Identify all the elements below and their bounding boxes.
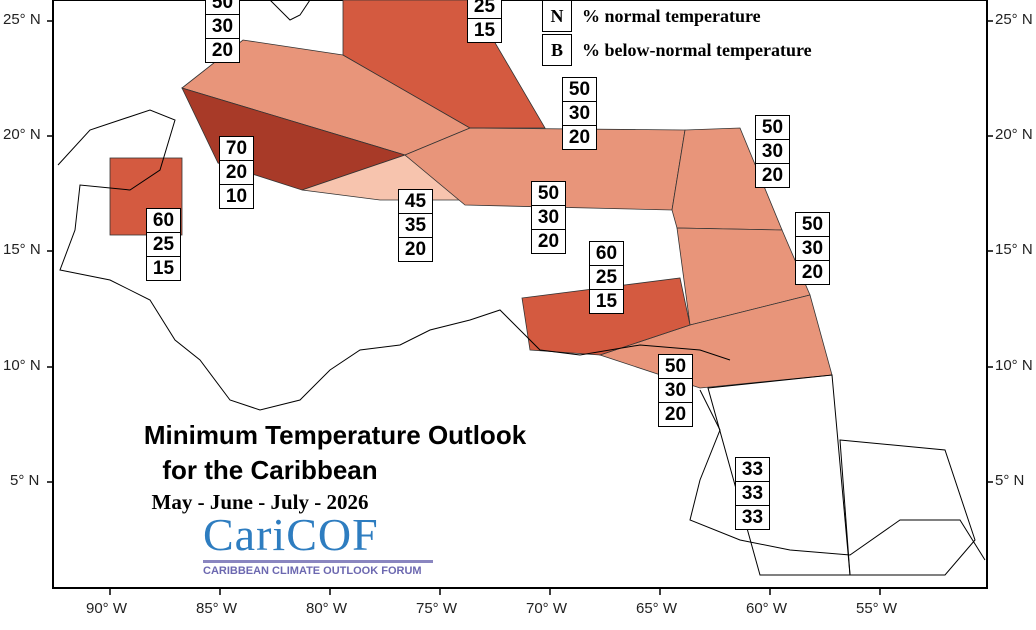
- lat-label-right: 15° N: [995, 241, 1033, 258]
- lat-label: 25° N: [3, 11, 41, 28]
- lon-label: 65° W: [636, 600, 678, 617]
- probability-box: 70 20 10: [219, 136, 254, 209]
- lat-label-right: 10° N: [995, 357, 1033, 374]
- lon-label: 75° W: [416, 600, 458, 617]
- coastline-south-america: [689, 389, 986, 561]
- legend-below-normal: B % below-normal temperature: [542, 34, 812, 66]
- lon-label: 70° W: [526, 600, 568, 617]
- lat-label-right: 25° N: [995, 11, 1033, 28]
- probability-box: 50 30 20: [755, 115, 790, 188]
- probability-box: 60 25 15: [589, 241, 624, 314]
- lat-label: 20° N: [3, 126, 41, 143]
- legend-key: N: [542, 0, 572, 32]
- lat-label: 10° N: [3, 357, 41, 374]
- probability-box: 50 30 20: [531, 181, 566, 254]
- probability-box: 33 33 33: [735, 457, 770, 530]
- forecast-period: May - June - July - 2026: [151, 490, 369, 514]
- probability-box: 25 15: [467, 0, 502, 43]
- map-title: Minimum Temperature Outlook: [143, 420, 527, 450]
- probability-box: 45 35 20: [398, 189, 433, 262]
- lon-label: 60° W: [746, 600, 788, 617]
- probability-box: 50 30 20: [562, 77, 597, 150]
- probability-box: 50 30 20: [205, 0, 240, 63]
- lon-label: 90° W: [86, 600, 128, 617]
- probability-box: 50 30 20: [658, 354, 693, 427]
- lon-label: 80° W: [306, 600, 348, 617]
- probability-box: 60 25 15: [146, 208, 181, 281]
- region-guianas-east: [839, 439, 976, 576]
- lon-label: 55° W: [856, 600, 898, 617]
- legend-label: % normal temperature: [582, 5, 761, 26]
- logo-subtitle: CARIBBEAN CLIMATE OUTLOOK FORUM: [203, 565, 422, 577]
- legend-key: B: [542, 34, 572, 66]
- logo-wordmark: CariCOF: [203, 509, 379, 560]
- map-title-line2: for the Caribbean: [162, 455, 378, 485]
- lat-label-right: 20° N: [995, 126, 1033, 143]
- legend-label: % below-normal temperature: [582, 39, 812, 60]
- caricof-logo: CariCOF CARIBBEAN CLIMATE OUTLOOK FORUM: [203, 512, 433, 577]
- lat-label: 5° N: [10, 472, 40, 489]
- coastline-central-america: [57, 109, 731, 411]
- region-abc: [521, 277, 691, 356]
- legend-normal: N % normal temperature: [542, 0, 761, 32]
- lat-label: 15° N: [3, 241, 41, 258]
- lat-label-right: 5° N: [995, 472, 1025, 489]
- probability-box: 50 30 20: [795, 212, 830, 285]
- coastline-florida: [269, 0, 311, 21]
- lon-label: 85° W: [196, 600, 238, 617]
